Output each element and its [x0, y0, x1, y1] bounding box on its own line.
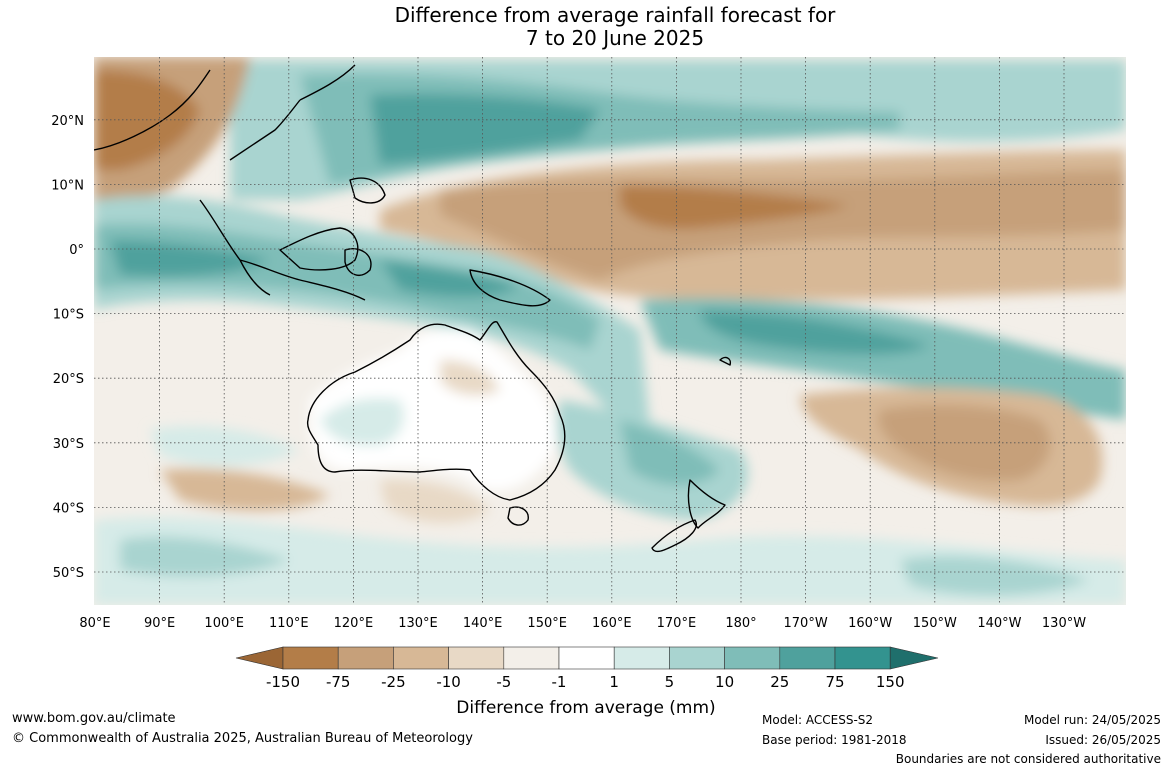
legend-swatch	[724, 646, 781, 670]
lat-tick-label: 50°S	[53, 566, 84, 581]
legend-tick-label: 5	[665, 673, 675, 691]
lat-tick-label: 20°S	[53, 372, 84, 387]
legend-swatch	[503, 646, 560, 670]
title-line-1: Difference from average rainfall forecas…	[394, 3, 836, 27]
legend-title: Difference from average (mm)	[456, 698, 715, 718]
lon-tick-label: 130°E	[398, 616, 438, 631]
graticule	[94, 57, 1126, 605]
website-link[interactable]: www.bom.gov.au/climate	[12, 711, 176, 726]
base-period: Base period: 1981-2018	[762, 733, 907, 747]
lat-tick-label: 10°N	[51, 178, 84, 193]
legend-tick-label: 75	[825, 673, 844, 691]
legend-tick-label: -150	[266, 673, 300, 691]
legend-tick-label: 10	[715, 673, 734, 691]
lat-tick-label: 30°S	[53, 437, 84, 452]
boundaries-disclaimer: Boundaries are not considered authoritat…	[895, 752, 1161, 766]
lon-tick-label: 170°E	[657, 616, 697, 631]
legend-extend-high	[889, 646, 939, 670]
lon-tick-label: 160°W	[848, 616, 892, 631]
lon-tick-label: 80°E	[79, 616, 110, 631]
lon-tick-label: 180°	[725, 616, 756, 631]
legend-swatch	[779, 646, 836, 670]
lon-tick-label: 90°E	[144, 616, 175, 631]
map-title: Difference from average rainfall forecas…	[0, 4, 1173, 50]
lat-tick-label: 20°N	[51, 114, 84, 129]
legend-swatch	[669, 646, 725, 670]
legend-swatch	[558, 646, 615, 670]
legend-tick-label: -1	[552, 673, 567, 691]
longitude-labels: 80°E 90°E 100°E 110°E 120°E 130°E 140°E 150°E 16…	[79, 616, 1086, 631]
copyright: © Commonwealth of Australia 2025, Austra…	[12, 731, 473, 746]
legend-swatch	[448, 646, 505, 670]
lon-tick-label: 170°W	[784, 616, 828, 631]
legend-tick-label: -75	[326, 673, 351, 691]
lat-tick-label: 10°S	[53, 308, 84, 323]
title-line-2: 7 to 20 June 2025	[525, 26, 705, 50]
legend-colorbar	[235, 646, 939, 670]
legend-tick-labels: -150 -75 -25 -10 -5 -1 1 5 10 25 75 150	[266, 673, 905, 691]
legend-tick-label: 1	[609, 673, 619, 691]
legend-swatch	[393, 646, 449, 670]
lon-tick-label: 140°E	[463, 616, 503, 631]
lon-tick-label: 110°E	[269, 616, 309, 631]
lon-tick-label: 120°E	[334, 616, 374, 631]
issued-date: Issued: 26/05/2025	[1045, 733, 1161, 747]
legend-tick-label: 25	[770, 673, 789, 691]
legend-swatch	[613, 646, 670, 670]
lon-tick-label: 100°E	[204, 616, 244, 631]
lon-tick-label: 160°E	[592, 616, 632, 631]
legend-tick-label: -25	[381, 673, 406, 691]
legend-swatch	[282, 646, 339, 670]
model-name: Model: ACCESS-S2	[762, 713, 874, 727]
lat-tick-label: 40°S	[53, 501, 84, 516]
lon-tick-label: 140°W	[977, 616, 1021, 631]
legend-tick-label: -5	[496, 673, 511, 691]
latitude-labels: 20°N 10°N 0° 10°S 20°S 30°S 40°S 50°S	[51, 114, 84, 581]
anomaly-field	[94, 57, 1126, 605]
lon-tick-label: 150°W	[913, 616, 957, 631]
legend-swatch	[337, 646, 394, 670]
lat-tick-label: 0°	[69, 243, 84, 258]
legend-tick-label: -10	[436, 673, 461, 691]
model-run: Model run: 24/05/2025	[1023, 713, 1161, 727]
legend-swatch	[834, 646, 891, 670]
lon-tick-label: 150°E	[527, 616, 567, 631]
lon-tick-label: 130°W	[1042, 616, 1086, 631]
legend-tick-label: 150	[876, 673, 905, 691]
legend-extend-low	[235, 646, 284, 670]
